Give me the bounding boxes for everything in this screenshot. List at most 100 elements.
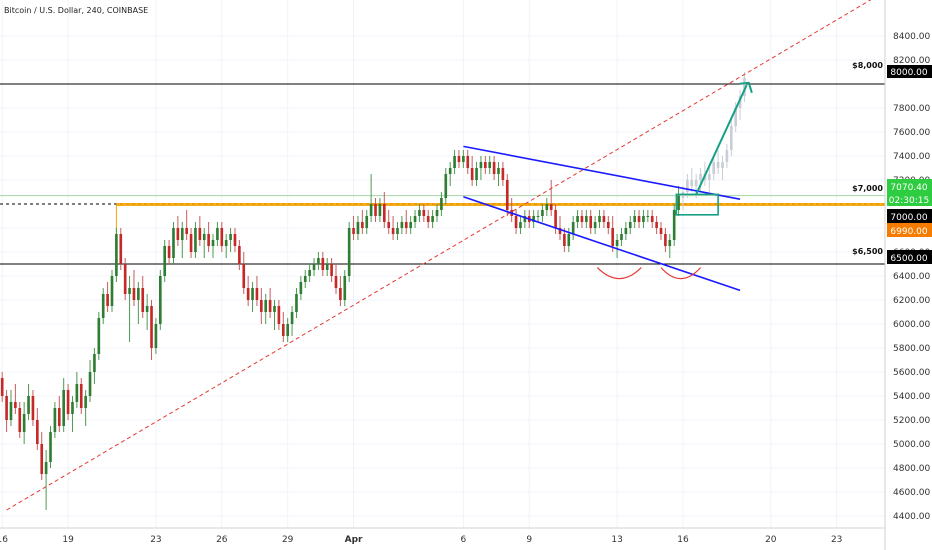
candle-body <box>277 306 281 324</box>
candle-body <box>334 276 338 288</box>
x-tick-label: 20 <box>765 535 777 545</box>
candle-body <box>462 156 465 162</box>
candles <box>0 150 680 510</box>
candle-body <box>299 282 303 294</box>
badge-6500-bg <box>887 250 932 264</box>
candle-body <box>273 306 276 312</box>
price-axis[interactable]: 4400.00 4600.00 4800.00 5000.00 5200.00 5400.… <box>893 32 930 522</box>
candle-body <box>664 234 667 246</box>
candle-body <box>615 240 619 246</box>
candle-body <box>123 264 127 294</box>
candle-body <box>246 288 250 300</box>
candle-body <box>365 216 369 228</box>
candle-body <box>18 408 22 432</box>
candle-body <box>484 162 487 168</box>
label-7000: $7,000 <box>852 184 883 193</box>
label-8000: $8,000 <box>852 61 883 70</box>
candle-body <box>141 288 145 312</box>
x-tick-label: 29 <box>282 535 294 545</box>
candle-body <box>207 234 210 246</box>
ghost-candle-body <box>734 108 737 126</box>
y-tick-label: 6000.00 <box>893 320 930 330</box>
candle-body <box>589 216 593 228</box>
candle-body <box>220 228 224 246</box>
y-tick-label: 7400.00 <box>893 152 930 162</box>
candle-body <box>115 234 118 276</box>
y-tick-label: 8200.00 <box>893 56 930 66</box>
y-tick-label: 5000.00 <box>893 440 930 450</box>
candle-body <box>549 204 553 210</box>
candle-body <box>418 210 421 216</box>
candle-body <box>154 324 158 348</box>
chart-title: Bitcoin / U.S. Dollar, 240, COINBASE <box>4 6 148 15</box>
candle-body <box>576 216 579 222</box>
candle-body <box>119 234 123 264</box>
candle-body <box>281 324 285 336</box>
candle-body <box>260 300 263 312</box>
candle-body <box>628 222 632 228</box>
label-6500: $6,500 <box>852 247 883 256</box>
badge-6990-bg <box>887 223 932 237</box>
candle-body <box>150 306 153 348</box>
x-tick-label: 16 <box>677 535 689 545</box>
candle-body <box>0 378 4 396</box>
candle-body <box>672 210 676 240</box>
candle-body <box>172 228 175 258</box>
diagonal-trendline <box>6 0 872 511</box>
candle-body <box>158 276 162 324</box>
badge-7000-bg <box>887 209 932 223</box>
candle-body <box>598 216 601 222</box>
candle-body <box>14 402 17 408</box>
candle-body <box>31 396 35 420</box>
candle-body <box>523 216 527 222</box>
candle-body <box>110 276 114 306</box>
candle-body <box>49 432 52 462</box>
ghost-candle-body <box>690 180 694 186</box>
annotations <box>596 81 753 280</box>
candle-body <box>224 240 228 246</box>
candle-body <box>519 222 522 228</box>
candle-body <box>317 258 320 264</box>
candle-body <box>545 204 549 210</box>
candle-body <box>422 210 426 216</box>
candle-body <box>593 222 597 228</box>
candle-body <box>646 216 650 217</box>
time-axis[interactable]: 16 19 23 26 29 Apr 6 9 13 16 20 23 <box>0 535 842 545</box>
candle-body <box>27 396 30 414</box>
candle-body <box>40 444 44 474</box>
candle-body <box>347 228 351 276</box>
x-tick-label: 6 <box>460 535 466 545</box>
candle-body <box>387 222 391 228</box>
channel-line-2 <box>463 196 741 292</box>
candle-body <box>321 258 325 270</box>
candle-body <box>435 210 439 216</box>
candle-body <box>211 240 215 246</box>
candle-body <box>66 390 70 414</box>
candle-body <box>180 228 184 240</box>
candle-body <box>242 264 246 288</box>
candle-body <box>36 420 39 444</box>
candle-body <box>457 156 461 162</box>
y-tick-label: 7600.00 <box>893 128 930 138</box>
candle-body <box>295 294 298 312</box>
ghost-candle-body <box>743 78 746 96</box>
candle-body <box>163 246 167 276</box>
candle-body <box>185 228 188 234</box>
candle-body <box>606 222 610 228</box>
ghost-candle-body <box>708 174 711 180</box>
badge-8000: 8000.00 <box>890 68 927 78</box>
candle-body <box>101 294 105 318</box>
candle-body <box>541 210 544 216</box>
bottom-arc-2 <box>660 267 701 280</box>
candle-body <box>251 288 254 300</box>
candle-body <box>501 168 505 180</box>
candle-body <box>132 288 136 300</box>
candle-body <box>659 228 663 234</box>
candle-body <box>448 168 452 174</box>
ghost-candle-body <box>738 96 742 108</box>
candle-body <box>475 168 478 180</box>
projection-ghost-candles <box>681 72 746 210</box>
x-tick-label: 23 <box>150 535 161 545</box>
